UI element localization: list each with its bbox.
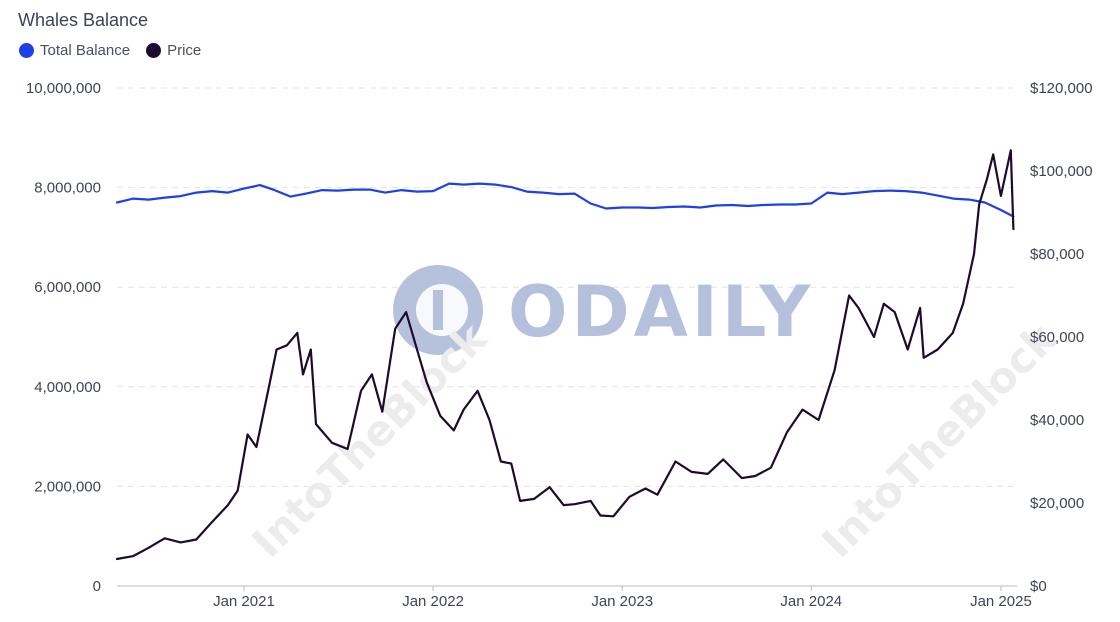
y-left-tick-label: 10,000,000: [26, 80, 101, 97]
y-left-tick-label: 6,000,000: [34, 279, 101, 296]
watermark-odaily-text: ODAILY: [508, 271, 814, 353]
x-tick-label: Jan 2021: [213, 593, 275, 610]
x-tick-label: Jan 2023: [591, 593, 653, 610]
chart-title: Whales Balance: [18, 10, 149, 30]
legend-item-price[interactable]: Price: [146, 42, 201, 59]
watermark-intotheblock-text: IntoTheBlock: [242, 313, 496, 567]
series-lines: [115, 149, 1015, 561]
legend-dot-price: [146, 43, 162, 58]
y-left-tick-label: 4,000,000: [34, 379, 101, 396]
watermark-intotheblock-text: IntoTheBlock: [812, 313, 1066, 567]
odaily-logo-bar: [433, 290, 443, 330]
y-left-tick-label: 0: [93, 578, 101, 595]
y-right-tick-label: $20,000: [1030, 495, 1084, 512]
x-tick-label: Jan 2022: [402, 593, 464, 610]
price-line: [115, 149, 1015, 561]
y-right-tick-label: $60,000: [1030, 329, 1084, 346]
y-right-tick-label: $80,000: [1030, 246, 1084, 263]
y-left-tick-label: 2,000,000: [34, 478, 101, 495]
chart-legend: Total Balance Price: [19, 42, 201, 59]
x-tick-label: Jan 2024: [780, 593, 842, 610]
legend-label-total-balance: Total Balance: [40, 42, 131, 59]
legend-label-price: Price: [167, 42, 202, 59]
x-tick-label: Jan 2025: [970, 593, 1032, 610]
legend-item-total-balance[interactable]: Total Balance: [19, 42, 130, 59]
grid-lines: [117, 87, 1017, 487]
axes: 0 2,000,000 4,000,000 6,000,000 8,000,000 10,…: [26, 80, 1093, 610]
y-right-tick-label: $100,000: [1030, 163, 1093, 180]
legend-dot-total-balance: [19, 43, 34, 58]
y-left-tick-label: 8,000,000: [34, 180, 101, 197]
y-right-tick-label: $120,000: [1030, 80, 1093, 97]
y-right-tick-label: $40,000: [1030, 412, 1084, 429]
total-balance-line: [115, 182, 1015, 218]
y-right-tick-label: $0: [1030, 578, 1047, 595]
